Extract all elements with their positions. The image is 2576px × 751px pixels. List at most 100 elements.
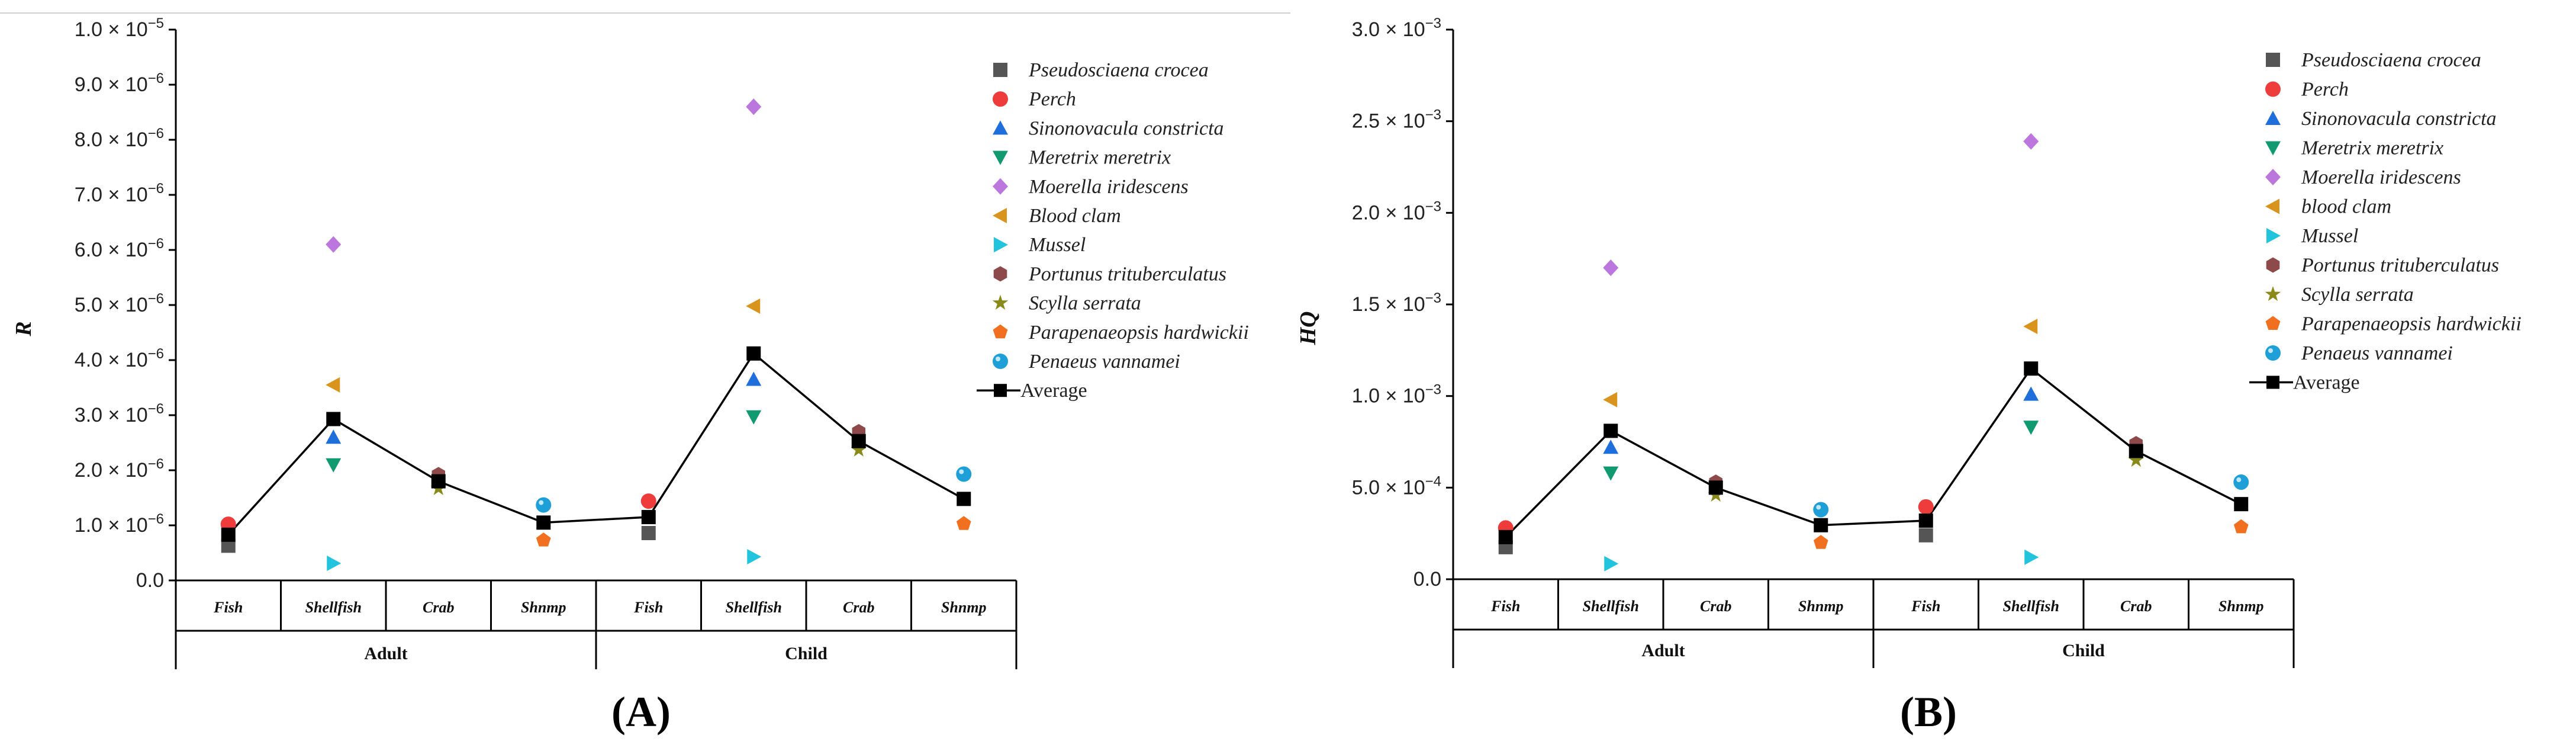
y-tick-mantissa: 3.0 × 10 [1352, 18, 1425, 41]
legend-average-marker [2266, 376, 2279, 389]
y-tick-mantissa: 9.0 × 10 [75, 73, 148, 96]
x-tick-label: Crab [2120, 598, 2152, 615]
legend-marker [2265, 81, 2281, 97]
x-tick-label: Crab [1700, 598, 1731, 615]
point-average [1498, 529, 1513, 544]
legend-marker [2266, 257, 2280, 273]
y-tick-label: 9.0 × 10−6 [75, 70, 164, 96]
point-penaeus-vannamei-highlight [1816, 505, 1821, 510]
legend-label: Blood clam [1029, 205, 1121, 227]
panel-label-b: (B) [1900, 688, 1957, 736]
legend-marker [2265, 286, 2281, 301]
y-tick-label: 2.0 × 10−6 [75, 456, 164, 482]
legend-label-average: Average [1020, 380, 1087, 402]
legend-marker [993, 91, 1008, 107]
y-tick-exponent: −6 [148, 126, 164, 142]
x-tick-label: Crab [423, 599, 454, 616]
y-tick-mantissa: 0.0 [1413, 568, 1441, 590]
point-mussel [327, 556, 342, 572]
legend-marker [993, 208, 1007, 223]
legend-marker [994, 237, 1008, 253]
legend-marker [993, 120, 1008, 135]
legend-label: Penaeus vannamei [2301, 342, 2453, 364]
legend-marker-highlight [2268, 348, 2273, 353]
y-tick-mantissa: 5.0 × 10 [75, 294, 148, 316]
legend-label: Mussel [1028, 234, 1086, 256]
point-average [2234, 497, 2249, 512]
y-tick-label: 1.5 × 10−3 [1352, 290, 1441, 316]
y-tick-exponent: −3 [1425, 198, 1441, 214]
y-tick-exponent: −3 [1425, 290, 1441, 306]
point-perch [1918, 499, 1934, 515]
point-pseudosciaena-crocea [641, 526, 656, 541]
legend-label: Meretrix meretrix [2301, 137, 2443, 159]
point-scylla-serrata [2128, 451, 2144, 467]
legend-label: Perch [1028, 88, 1076, 110]
point-penaeus-vannamei-highlight [2236, 477, 2242, 483]
y-tick-exponent: −6 [148, 291, 164, 307]
legend-label: Mussel [2301, 225, 2358, 247]
panel-a-chart: 0.01.0 × 10−62.0 × 10−63.0 × 10−64.0 × 1… [11, 15, 1249, 736]
legend-label-average: Average [2293, 372, 2360, 394]
point-moerella-iridescens [746, 98, 762, 115]
legend-average-marker [994, 384, 1007, 397]
point-moerella-iridescens [326, 236, 342, 253]
point-penaeus-vannamei-highlight [539, 500, 544, 505]
y-tick-mantissa: 6.0 × 10 [75, 239, 148, 261]
point-parapenaeopsis-hardwickii [956, 516, 971, 530]
y-tick-mantissa: 2.0 × 10 [1352, 201, 1425, 224]
y-axis-label: R [11, 321, 36, 336]
panel-label-a: (A) [611, 688, 671, 736]
legend-label: Sinonovacula constricta [2301, 108, 2497, 130]
point-parapenaeopsis-hardwickii [536, 532, 551, 547]
y-tick-label: 4.0 × 10−6 [75, 346, 164, 371]
point-average [326, 412, 341, 426]
x-tick-label: Fish [213, 599, 243, 616]
point-mussel [1604, 556, 1619, 572]
legend-marker [993, 354, 1008, 369]
y-tick-mantissa: 3.0 × 10 [75, 404, 148, 426]
point-average [431, 474, 446, 489]
y-tick-exponent: −4 [1425, 473, 1441, 489]
x-tick-label: Shnmp [521, 599, 566, 616]
x-tick-label: Fish [633, 599, 663, 616]
y-tick-label: 5.0 × 10−4 [1352, 473, 1441, 499]
legend-marker [2265, 141, 2281, 156]
group-label-adult: Adult [364, 644, 407, 663]
group-label-child: Child [785, 644, 827, 663]
y-tick-exponent: −6 [148, 236, 164, 252]
y-tick-label: 0.0 [1413, 568, 1441, 590]
legend-marker [993, 63, 1007, 77]
y-tick-label: 3.0 × 10−6 [75, 401, 164, 426]
y-tick-mantissa: 2.0 × 10 [75, 459, 148, 482]
legend-label: Pseudosciaena crocea [2301, 49, 2481, 71]
y-tick-exponent: −6 [148, 181, 164, 197]
point-blood-clam [1603, 391, 1618, 407]
point-parapenaeopsis-hardwickii [1813, 535, 1828, 549]
point-blood-clam [326, 377, 340, 393]
legend-label: Portunus trituberculatus [2301, 255, 2499, 277]
point-blood-clam [746, 298, 761, 314]
y-tick-label: 1.0 × 10−5 [75, 15, 164, 41]
y-tick-exponent: −3 [1425, 15, 1441, 31]
point-parapenaeopsis-hardwickii [2233, 519, 2249, 534]
legend-label: Penaeus vannamei [1028, 351, 1180, 373]
y-tick-label: 2.0 × 10−3 [1352, 198, 1441, 224]
y-tick-label: 8.0 × 10−6 [75, 126, 164, 151]
point-sinonovacula-constricta [746, 371, 762, 386]
point-average [536, 515, 551, 530]
point-average [1918, 513, 1933, 528]
y-tick-mantissa: 1.0 × 10 [75, 514, 148, 537]
panel-b-chart: 0.05.0 × 10−41.0 × 10−31.5 × 10−32.0 × 1… [1296, 15, 2522, 736]
legend-label: Meretrix meretrix [1028, 147, 1171, 169]
y-tick-label: 1.0 × 10−6 [75, 511, 164, 537]
legend-label: Parapenaeopsis hardwickii [1028, 322, 1249, 344]
point-meretrix-meretrix [2023, 421, 2039, 435]
legend-label: Moerella iridescens [1028, 176, 1189, 198]
point-moerella-iridescens [1603, 259, 1619, 277]
x-tick-label: Shellfish [305, 599, 362, 616]
point-perch [640, 493, 656, 509]
y-tick-exponent: −3 [1425, 382, 1441, 398]
point-average [1603, 423, 1618, 438]
